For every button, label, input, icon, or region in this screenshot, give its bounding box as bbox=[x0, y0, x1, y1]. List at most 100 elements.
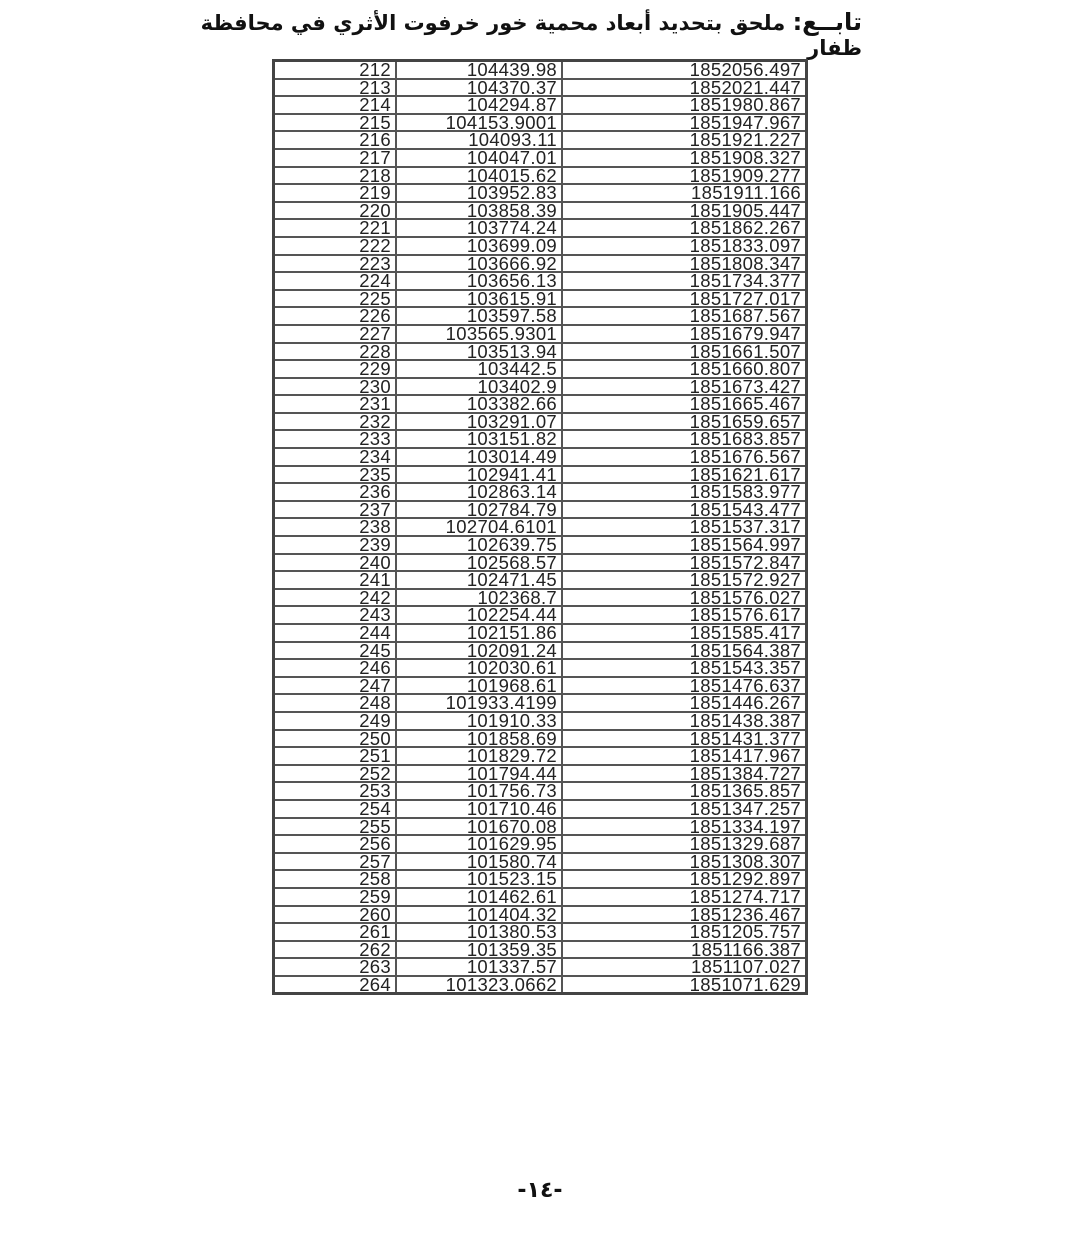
easting-cell: 102863.14 bbox=[395, 482, 563, 502]
northing-cell: 1851071.629 bbox=[561, 974, 808, 995]
table-row: 256 101629.95 1851329.687 bbox=[272, 834, 808, 854]
point-number-cell: 264 bbox=[272, 974, 397, 995]
table-row: 239 102639.75 1851564.997 bbox=[272, 535, 808, 555]
page-number: -١٤- bbox=[517, 1178, 563, 1203]
easting-cell: 103565.9301 bbox=[395, 323, 563, 344]
northing-cell: 1851911.166 bbox=[561, 183, 808, 203]
point-number-cell: 226 bbox=[272, 306, 397, 326]
table-row: 240 102568.57 1851572.847 bbox=[272, 552, 808, 573]
northing-cell: 1851576.617 bbox=[561, 605, 808, 625]
table-body: 212 104439.98 1852056.497 213 104370.37 18520… bbox=[272, 59, 808, 995]
table-row: 257 101580.74 1851308.307 bbox=[272, 851, 808, 872]
table-row: 219 103952.83 1851911.166 bbox=[272, 183, 808, 203]
point-number-cell: 241 bbox=[272, 570, 397, 590]
northing-cell: 1851905.447 bbox=[561, 200, 808, 221]
easting-cell: 104015.62 bbox=[395, 165, 563, 186]
easting-cell: 102639.75 bbox=[395, 535, 563, 555]
table-row: 253 101756.73 1851365.857 bbox=[272, 781, 808, 801]
easting-cell: 101756.73 bbox=[395, 781, 563, 801]
point-number-cell: 238 bbox=[272, 517, 397, 538]
northing-cell: 1851438.387 bbox=[561, 710, 808, 731]
northing-cell: 1851446.267 bbox=[561, 693, 808, 713]
easting-cell: 101629.95 bbox=[395, 834, 563, 854]
point-number-cell: 259 bbox=[272, 886, 397, 907]
northing-cell: 1851727.017 bbox=[561, 288, 808, 309]
easting-cell: 101670.08 bbox=[395, 816, 563, 837]
coordinates-table: 212 104439.98 1852056.497 213 104370.37 18520… bbox=[272, 59, 808, 996]
point-number-cell: 219 bbox=[272, 183, 397, 203]
table-row: 214 104294.87 1851980.867 bbox=[272, 95, 808, 115]
table-row: 226 103597.58 1851687.567 bbox=[272, 306, 808, 326]
point-number-cell: 227 bbox=[272, 323, 397, 344]
table-row: 222 103699.09 1851833.097 bbox=[272, 235, 808, 256]
easting-cell: 102030.61 bbox=[395, 658, 563, 678]
northing-cell: 1851308.307 bbox=[561, 851, 808, 872]
easting-cell: 102471.45 bbox=[395, 570, 563, 590]
easting-cell: 103699.09 bbox=[395, 235, 563, 256]
table-row: 235 102941.41 1851621.617 bbox=[272, 464, 808, 485]
easting-cell: 101910.33 bbox=[395, 710, 563, 731]
table-row: 218 104015.62 1851909.277 bbox=[272, 165, 808, 186]
point-number-cell: 261 bbox=[272, 922, 397, 942]
easting-cell: 101933.4199 bbox=[395, 693, 563, 713]
table-row: 212 104439.98 1852056.497 bbox=[272, 59, 808, 80]
point-number-cell: 242 bbox=[272, 587, 397, 608]
table-row: 242 102368.7 1851576.027 bbox=[272, 587, 808, 608]
point-number-cell: 222 bbox=[272, 235, 397, 256]
northing-cell: 1851417.967 bbox=[561, 746, 808, 766]
northing-cell: 1851236.467 bbox=[561, 904, 808, 925]
northing-cell: 1851476.637 bbox=[561, 675, 808, 696]
easting-cell: 102941.41 bbox=[395, 464, 563, 485]
northing-cell: 1851833.097 bbox=[561, 235, 808, 256]
easting-cell: 101968.61 bbox=[395, 675, 563, 696]
table-row: 233 103151.82 1851683.857 bbox=[272, 429, 808, 450]
table-row: 228 103513.94 1851661.507 bbox=[272, 341, 808, 362]
point-number-cell: 217 bbox=[272, 147, 397, 168]
table-row: 248 101933.4199 1851446.267 bbox=[272, 693, 808, 713]
northing-cell: 1851679.947 bbox=[561, 323, 808, 344]
easting-cell: 103615.91 bbox=[395, 288, 563, 309]
point-number-cell: 229 bbox=[272, 359, 397, 379]
point-number-cell: 234 bbox=[272, 447, 397, 467]
table-row: 244 102151.86 1851585.417 bbox=[272, 623, 808, 643]
table-row: 259 101462.61 1851274.717 bbox=[272, 886, 808, 907]
point-number-cell: 239 bbox=[272, 535, 397, 555]
northing-cell: 1852056.497 bbox=[561, 59, 808, 80]
easting-cell: 103952.83 bbox=[395, 183, 563, 203]
table-row: 247 101968.61 1851476.637 bbox=[272, 675, 808, 696]
easting-cell: 104294.87 bbox=[395, 95, 563, 115]
easting-cell: 101580.74 bbox=[395, 851, 563, 872]
table-row: 223 103666.92 1851808.347 bbox=[272, 253, 808, 274]
northing-cell: 1851808.347 bbox=[561, 253, 808, 274]
northing-cell: 1851661.507 bbox=[561, 341, 808, 362]
table-row: 260 101404.32 1851236.467 bbox=[272, 904, 808, 925]
point-number-cell: 244 bbox=[272, 623, 397, 643]
title-lead: تابــع: bbox=[792, 8, 862, 36]
page-title: تابــع: ملحق بتحديد أبعاد محمية خور خرفو… bbox=[162, 8, 862, 60]
point-number-cell: 250 bbox=[272, 728, 397, 749]
easting-cell: 103014.49 bbox=[395, 447, 563, 467]
northing-cell: 1851329.687 bbox=[561, 834, 808, 854]
table-row: 264 101323.0662 1851071.629 bbox=[272, 974, 808, 995]
table-row: 217 104047.01 1851908.327 bbox=[272, 147, 808, 168]
table-row: 220 103858.39 1851905.447 bbox=[272, 200, 808, 221]
table-row: 251 101829.72 1851417.967 bbox=[272, 746, 808, 766]
point-number-cell: 249 bbox=[272, 710, 397, 731]
table-row: 230 103402.9 1851673.427 bbox=[272, 376, 808, 397]
point-number-cell: 251 bbox=[272, 746, 397, 766]
easting-cell: 101462.61 bbox=[395, 886, 563, 907]
point-number-cell: 247 bbox=[272, 675, 397, 696]
northing-cell: 1851274.717 bbox=[561, 886, 808, 907]
northing-cell: 1851734.377 bbox=[561, 271, 808, 291]
northing-cell: 1851683.857 bbox=[561, 429, 808, 450]
point-number-cell: 254 bbox=[272, 798, 397, 819]
northing-cell: 1851365.857 bbox=[561, 781, 808, 801]
northing-cell: 1851564.387 bbox=[561, 640, 808, 661]
point-number-cell: 252 bbox=[272, 763, 397, 784]
point-number-cell: 212 bbox=[272, 59, 397, 80]
table-row: 234 103014.49 1851676.567 bbox=[272, 447, 808, 467]
title-text: ملحق بتحديد أبعاد محمية خور خرفوت الأثري… bbox=[200, 11, 862, 60]
northing-cell: 1851908.327 bbox=[561, 147, 808, 168]
easting-cell: 101323.0662 bbox=[395, 974, 563, 995]
northing-cell: 1851585.417 bbox=[561, 623, 808, 643]
